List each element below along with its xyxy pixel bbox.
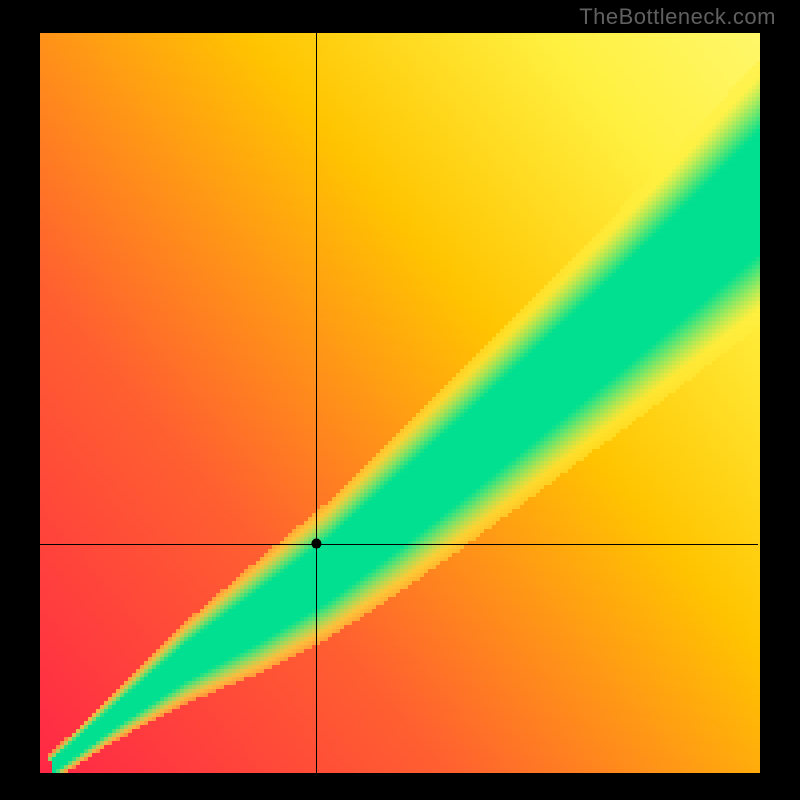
heatmap-canvas (0, 0, 800, 800)
watermark-text: TheBottleneck.com (579, 4, 776, 30)
chart-container: TheBottleneck.com (0, 0, 800, 800)
